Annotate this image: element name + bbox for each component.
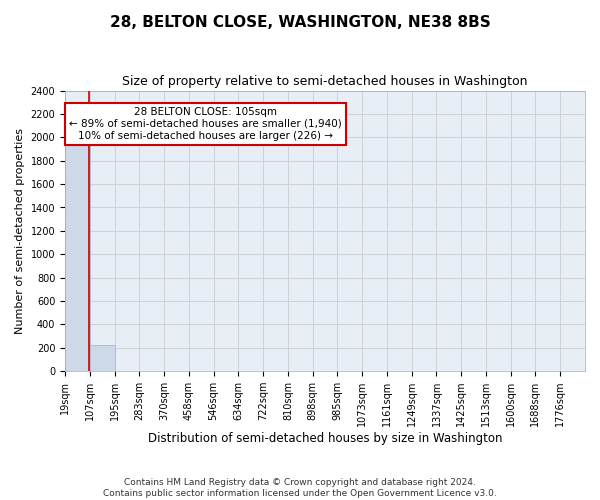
Text: 28, BELTON CLOSE, WASHINGTON, NE38 8BS: 28, BELTON CLOSE, WASHINGTON, NE38 8BS xyxy=(110,15,490,30)
Text: Contains HM Land Registry data © Crown copyright and database right 2024.
Contai: Contains HM Land Registry data © Crown c… xyxy=(103,478,497,498)
Bar xyxy=(90,345,115,371)
X-axis label: Distribution of semi-detached houses by size in Washington: Distribution of semi-detached houses by … xyxy=(148,432,502,445)
Bar xyxy=(65,144,90,371)
Text: 28 BELTON CLOSE: 105sqm
← 89% of semi-detached houses are smaller (1,940)
10% of: 28 BELTON CLOSE: 105sqm ← 89% of semi-de… xyxy=(69,108,342,140)
Title: Size of property relative to semi-detached houses in Washington: Size of property relative to semi-detach… xyxy=(122,75,528,88)
Y-axis label: Number of semi-detached properties: Number of semi-detached properties xyxy=(15,128,25,334)
